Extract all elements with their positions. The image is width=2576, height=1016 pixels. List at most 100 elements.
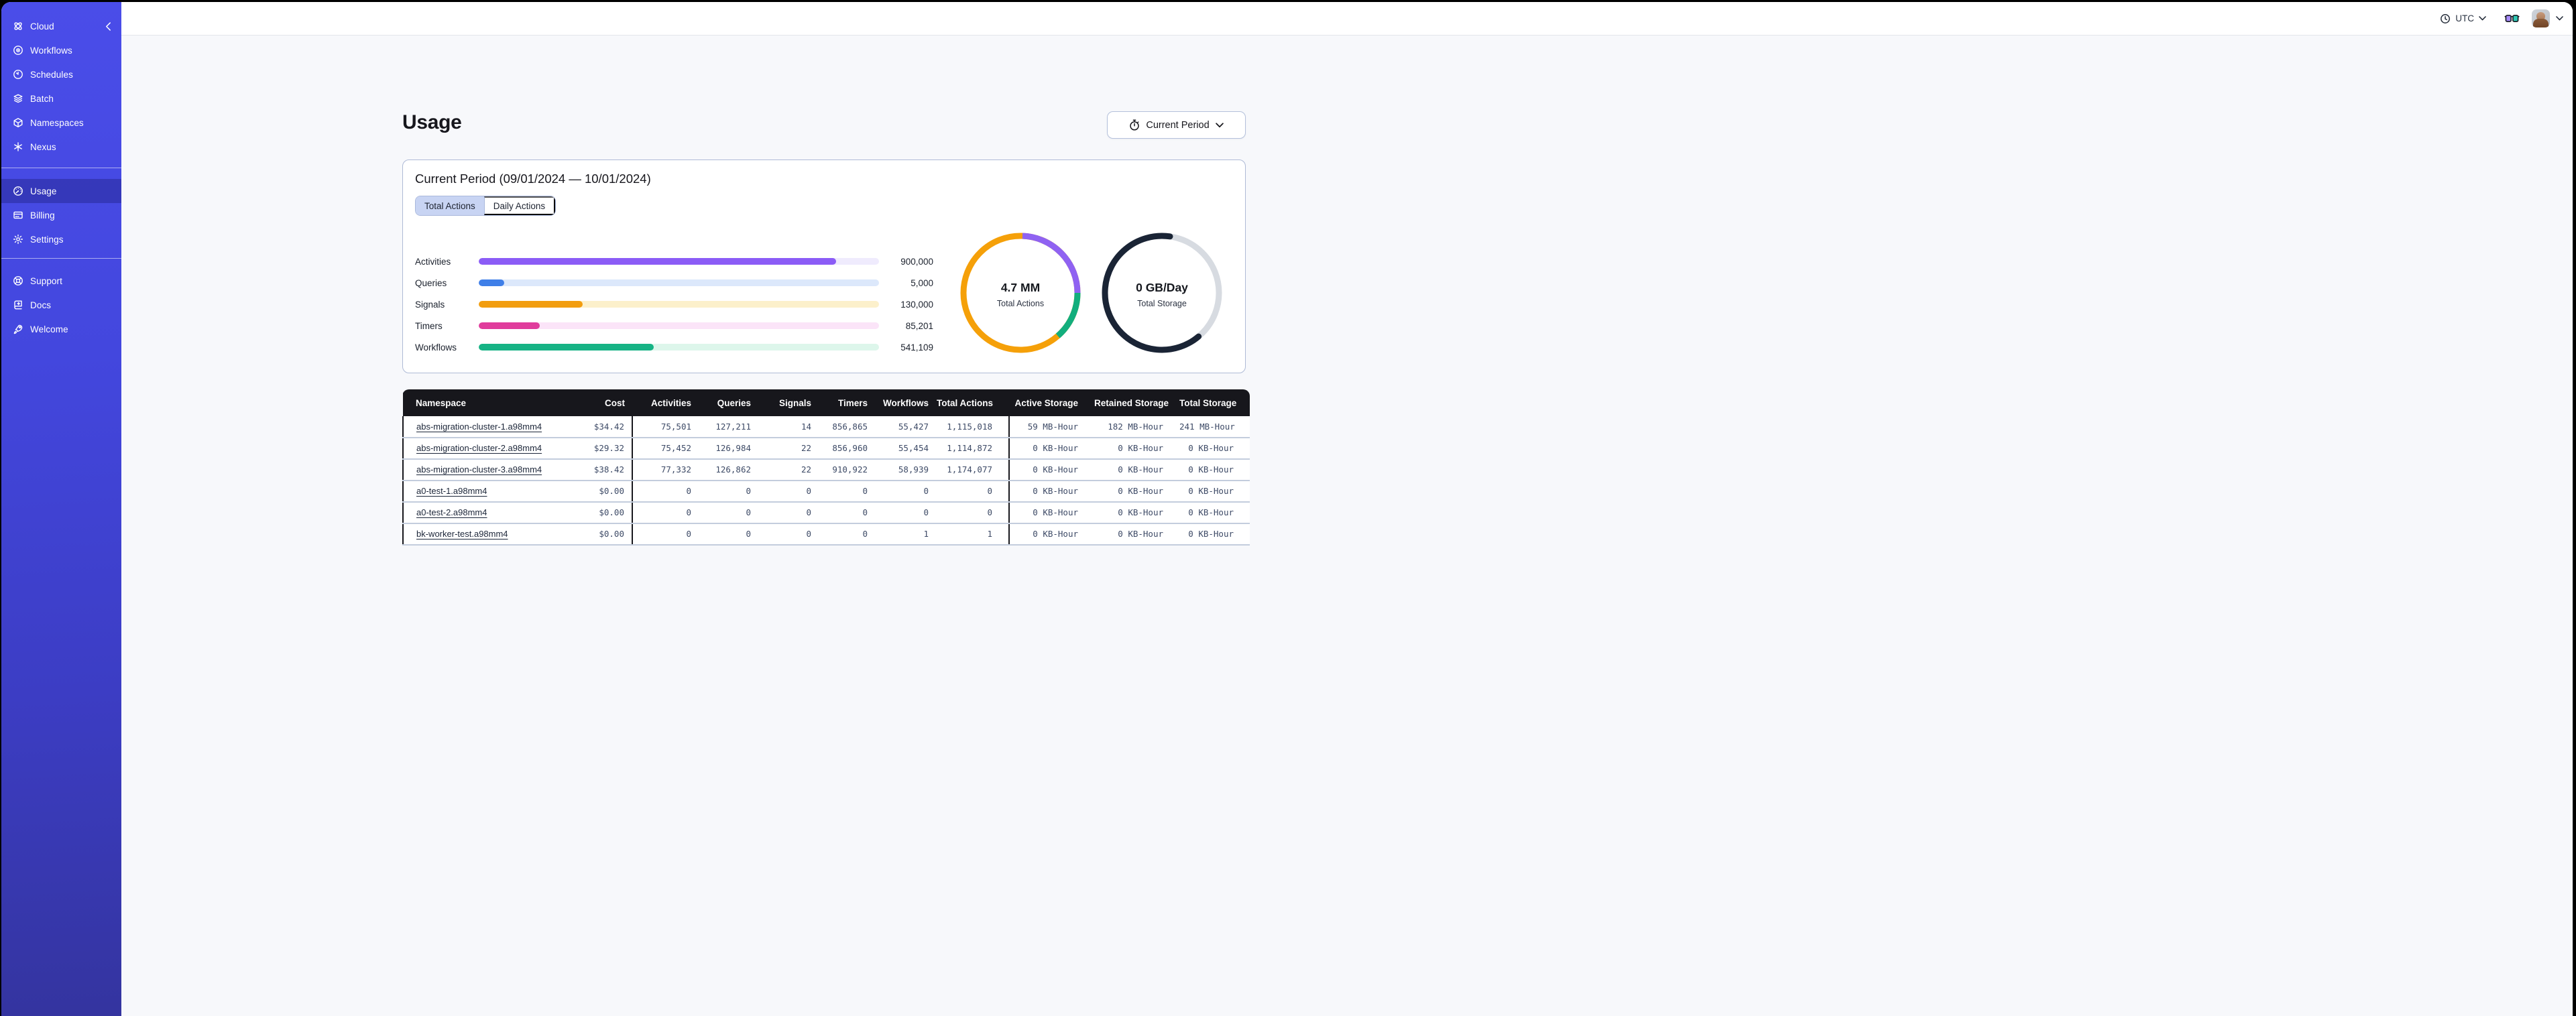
cell-workflows: 58,939	[875, 459, 936, 481]
cell-value: 910,922	[832, 464, 868, 474]
tab-total-actions[interactable]: Total Actions	[416, 196, 484, 215]
cell-value: 1	[987, 529, 992, 539]
cell-value: 0	[806, 486, 811, 496]
nerd-glasses-button[interactable]	[2504, 14, 2520, 23]
cell-value: 55,427	[898, 421, 929, 432]
cell-value: $38.42	[593, 464, 624, 474]
cell-value: 0	[686, 507, 691, 517]
cell-value: 77,332	[660, 464, 691, 474]
cell-total_actions: 1,115,018	[936, 416, 1010, 438]
column-header-cost: Cost	[537, 389, 632, 416]
bar-value: 5,000	[911, 277, 933, 288]
sidebar-item-settings[interactable]: Settings	[1, 227, 121, 251]
cell-value: 127,211	[715, 421, 751, 432]
cell-value: 0	[806, 529, 811, 539]
sidebar-item-nexus[interactable]: Nexus	[1, 135, 121, 159]
namespace-link[interactable]: bk-worker-test.a98mm4	[416, 529, 508, 539]
cell-activities: 0	[632, 523, 699, 546]
avatar	[2532, 9, 2550, 27]
sidebar-item-label: Docs	[30, 300, 52, 310]
welcome-icon	[13, 324, 23, 334]
bar-label: Queries	[415, 277, 447, 288]
cell-value: 0	[987, 486, 992, 496]
cell-queries: 0	[699, 523, 758, 546]
cell-value: 0	[923, 486, 929, 496]
bar-value: 85,201	[905, 320, 933, 331]
namespace-link[interactable]: a0-test-1.a98mm4	[416, 486, 487, 496]
period-selector-button[interactable]: Current Period	[1107, 111, 1246, 139]
sidebar: Cloud Workflows Schedules Batch Namespaces Ne…	[1, 2, 121, 1016]
cell-cost: $0.00	[537, 502, 633, 524]
cell-cost: $38.42	[537, 459, 633, 481]
sidebar-item-usage[interactable]: Usage	[1, 179, 121, 203]
bar-fill	[479, 322, 540, 329]
cell-signals: 22	[758, 459, 819, 481]
cell-value: 241 MB-Hour	[1179, 421, 1235, 432]
timezone-label: UTC	[2455, 13, 2474, 23]
cell-active_storage: 0 KB-Hour	[1009, 523, 1094, 546]
cell-timers: 0	[819, 502, 875, 524]
clock-icon	[2440, 13, 2451, 24]
bar-row-activities: Activities 900,000	[415, 255, 933, 268]
schedules-icon	[13, 69, 23, 80]
column-header-retained_storage: Retained Storage	[1094, 389, 1179, 416]
sidebar-group: Cloud Workflows Schedules Batch Namespaces Ne…	[1, 14, 121, 159]
cell-queries: 0	[699, 481, 758, 503]
cell-value: $0.00	[599, 529, 624, 539]
sidebar-item-label: Namespaces	[30, 117, 84, 128]
namespace-link[interactable]: a0-test-2.a98mm4	[416, 507, 487, 517]
bar-label: Activities	[415, 256, 451, 267]
actions-bar-chart: Activities 900,000 Queries 5,000 Signals 130,…	[415, 160, 933, 373]
cell-signals: 0	[758, 523, 819, 546]
cell-value: $0.00	[599, 507, 624, 517]
cell-retained_storage: 0 KB-Hour	[1094, 438, 1179, 460]
bar-row-workflows: Workflows 541,109	[415, 340, 933, 354]
cell-value: 22	[801, 464, 811, 474]
cell-value: 22	[801, 443, 811, 453]
cell-value: 0 KB-Hour	[1118, 507, 1163, 517]
cloud-icon	[13, 21, 23, 31]
cell-value: 0	[746, 486, 751, 496]
nexus-icon	[13, 141, 23, 152]
cell-timers: 856,960	[819, 438, 875, 460]
sidebar-item-support[interactable]: Support	[1, 269, 121, 293]
sidebar-item-schedules[interactable]: Schedules	[1, 62, 121, 86]
workflows-icon	[13, 45, 23, 56]
topbar: UTC	[121, 2, 2573, 36]
sidebar-item-docs[interactable]: Docs	[1, 293, 121, 317]
cell-value: 182 MB-Hour	[1108, 421, 1163, 432]
sidebar-item-workflows[interactable]: Workflows	[1, 38, 121, 62]
sidebar-item-namespaces[interactable]: Namespaces	[1, 111, 121, 135]
cell-value: 0	[987, 507, 992, 517]
usage-summary-card: Current Period (09/01/2024 — 10/01/2024)…	[402, 160, 1246, 373]
cell-value: 0 KB-Hour	[1033, 464, 1078, 474]
cell-namespace: bk-worker-test.a98mm4	[402, 523, 537, 546]
bar-label: Workflows	[415, 342, 457, 353]
chevron-down-icon	[2556, 16, 2563, 21]
total-storage-value: 0 GB/Day	[1136, 281, 1188, 294]
cell-activities: 75,452	[632, 438, 699, 460]
card-title: Current Period (09/01/2024 — 10/01/2024)	[415, 172, 651, 186]
sidebar-item-batch[interactable]: Batch	[1, 86, 121, 111]
cell-timers: 0	[819, 523, 875, 546]
sidebar-item-billing[interactable]: Billing	[1, 203, 121, 227]
cell-queries: 0	[699, 502, 758, 524]
sidebar-item-welcome[interactable]: Welcome	[1, 317, 121, 341]
account-menu[interactable]	[2532, 9, 2563, 27]
donut-center-text: 0 GB/Day Total Storage	[1102, 281, 1222, 308]
timezone-selector[interactable]: UTC	[2440, 13, 2486, 24]
sidebar-item-cloud[interactable]: Cloud	[1, 14, 121, 38]
total-actions-value: 4.7 MM	[1000, 281, 1041, 294]
namespace-link[interactable]: abs-migration-cluster-3.a98mm4	[416, 464, 542, 474]
table-row: abs-migration-cluster-2.a98mm4 $29.32 75,4…	[402, 438, 1250, 460]
namespace-link[interactable]: abs-migration-cluster-1.a98mm4	[416, 421, 542, 432]
sidebar-item-label: Settings	[30, 234, 64, 245]
cell-total_actions: 0	[936, 502, 1010, 524]
column-header-queries: Queries	[699, 389, 758, 416]
cell-value: 856,865	[832, 421, 868, 432]
cell-retained_storage: 182 MB-Hour	[1094, 416, 1179, 438]
tab-daily-actions[interactable]: Daily Actions	[483, 196, 556, 215]
namespace-link[interactable]: abs-migration-cluster-2.a98mm4	[416, 443, 542, 453]
collapse-sidebar-icon[interactable]	[103, 21, 113, 31]
donut-center-text: 4.7 MM Total Actions	[960, 281, 1081, 308]
